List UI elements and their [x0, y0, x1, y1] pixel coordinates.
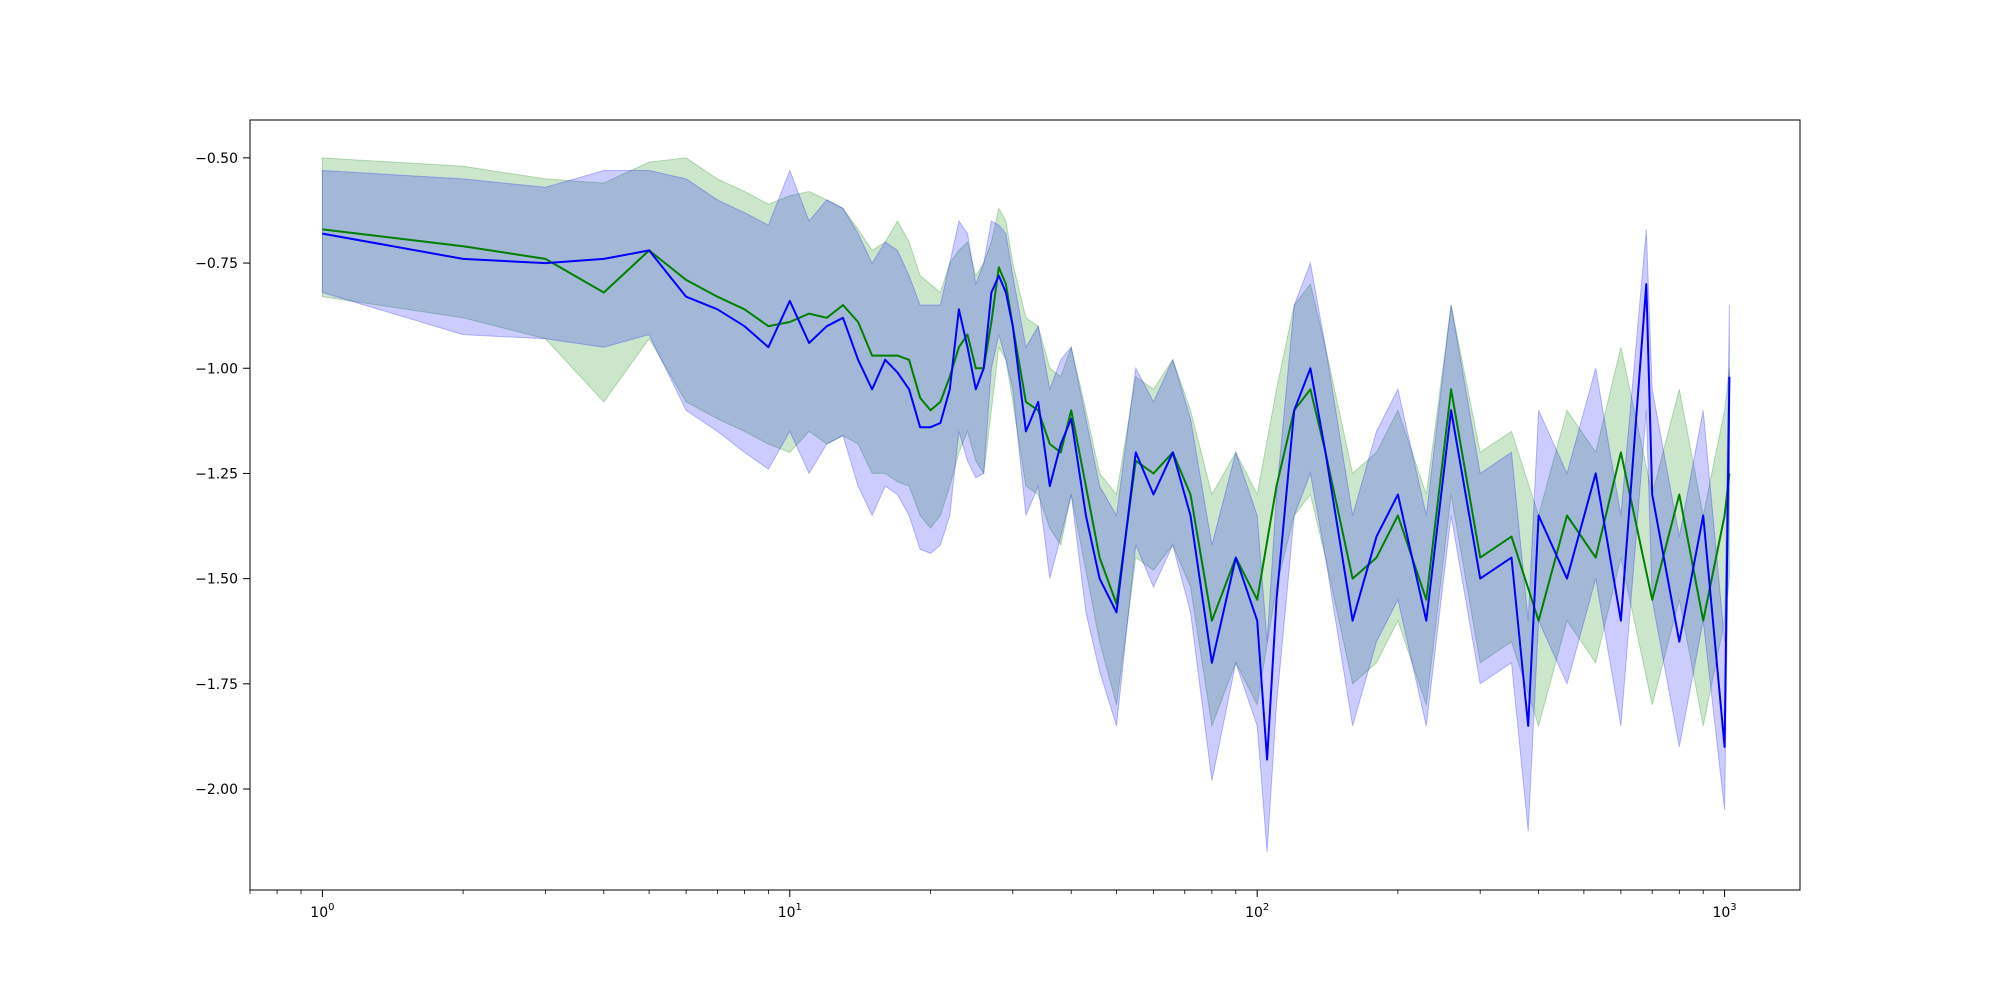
x-tick-label: 101: [778, 902, 802, 921]
series-1-band: [321, 157, 1730, 728]
y-tick-label: −1.00: [195, 361, 238, 377]
y-tick-label: −1.25: [195, 466, 238, 482]
x-tick-label: 100: [310, 902, 334, 921]
series-2-line: [322, 232, 1731, 761]
x-tick-label: 103: [1712, 902, 1736, 921]
y-tick-label: −0.75: [195, 256, 238, 272]
y-tick-label: −1.50: [195, 572, 238, 588]
plot-frame: [249, 119, 1801, 891]
series-1-line: [322, 228, 1731, 622]
y-axis: −0.50 −0.75 −1.00 −1.25 −1.50 −1.75 −2.00: [195, 151, 250, 798]
series-lines: [322, 228, 1731, 761]
y-tick-label: −2.00: [195, 782, 238, 798]
y-tick-label: −0.50: [195, 151, 238, 167]
x-tick-label: 102: [1245, 902, 1269, 921]
x-axis: 100 101 102 103: [249, 890, 1737, 921]
y-tick-label: −1.75: [195, 677, 238, 693]
